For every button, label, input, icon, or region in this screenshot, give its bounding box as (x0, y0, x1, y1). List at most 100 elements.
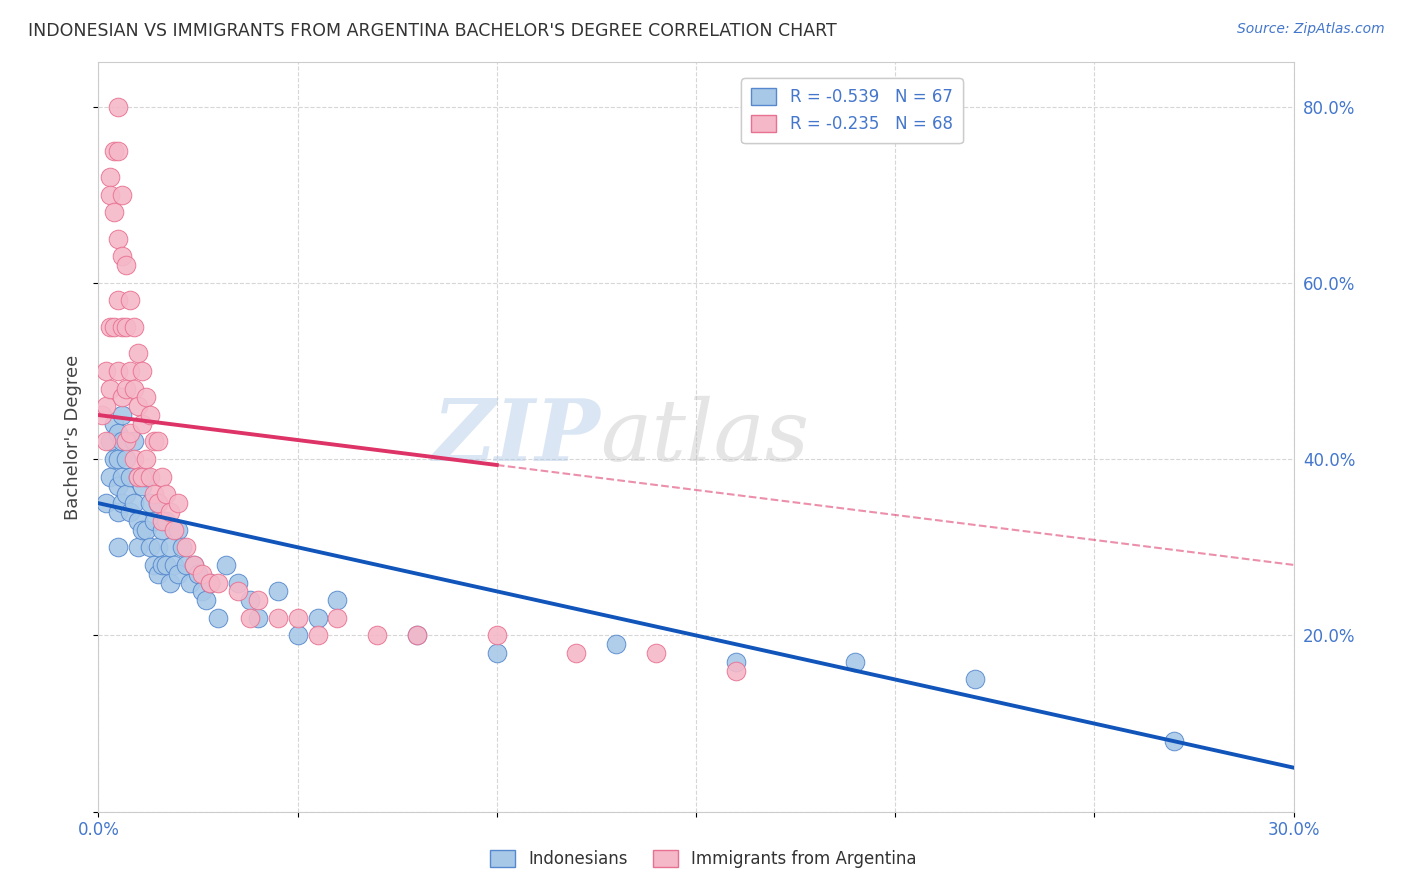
Point (159, 575, 181, 590)
Point (326, 611, 349, 625)
Point (107, 478, 129, 492)
Point (124, 496, 146, 510)
Point (143, 487, 166, 501)
Point (148, 541, 170, 555)
Point (195, 593, 218, 607)
Point (107, 232, 129, 246)
Point (287, 628, 309, 642)
Point (127, 514, 149, 528)
Point (115, 487, 138, 501)
Point (103, 144, 125, 158)
Point (183, 558, 205, 572)
Point (239, 611, 262, 625)
Point (115, 452, 138, 467)
Point (120, 425, 142, 440)
Point (98, 187, 122, 202)
Point (191, 584, 214, 599)
Point (127, 469, 149, 483)
Point (124, 434, 146, 449)
Point (191, 566, 214, 581)
Point (183, 558, 205, 572)
Legend: Indonesians, Immigrants from Argentina: Indonesians, Immigrants from Argentina (484, 843, 922, 875)
Point (167, 496, 190, 510)
Point (724, 655, 747, 669)
Point (143, 514, 166, 528)
Point (226, 584, 249, 599)
Point (267, 611, 290, 625)
Point (167, 566, 190, 581)
Point (963, 673, 986, 687)
Point (198, 575, 221, 590)
Point (148, 434, 170, 449)
Point (120, 469, 142, 483)
Point (724, 664, 747, 678)
Point (127, 346, 149, 360)
Point (115, 319, 138, 334)
Point (246, 593, 269, 607)
Point (139, 408, 162, 422)
Point (150, 523, 173, 537)
Point (1163, 734, 1185, 748)
Point (167, 523, 190, 537)
Point (115, 382, 138, 396)
Point (107, 99, 129, 113)
Point (111, 319, 134, 334)
Point (103, 417, 125, 431)
Point (111, 496, 134, 510)
Point (107, 541, 129, 555)
Point (107, 293, 129, 308)
Point (98, 382, 122, 396)
Point (155, 514, 177, 528)
Point (159, 541, 181, 555)
Text: INDONESIAN VS IMMIGRANTS FROM ARGENTINA BACHELOR'S DEGREE CORRELATION CHART: INDONESIAN VS IMMIGRANTS FROM ARGENTINA … (28, 22, 837, 40)
Point (163, 523, 186, 537)
Point (207, 575, 229, 590)
Point (98, 434, 122, 449)
Point (287, 611, 309, 625)
Point (207, 611, 229, 625)
Point (98, 319, 122, 334)
Point (215, 558, 238, 572)
Point (143, 558, 166, 572)
Point (226, 575, 249, 590)
Point (111, 434, 134, 449)
Point (115, 258, 138, 272)
Point (139, 496, 162, 510)
Point (366, 628, 388, 642)
Point (135, 469, 157, 483)
Point (135, 452, 157, 467)
Point (111, 391, 134, 405)
Point (103, 452, 125, 467)
Point (107, 364, 129, 378)
Point (143, 434, 166, 449)
Point (103, 319, 125, 334)
Point (124, 319, 146, 334)
Legend: R = -0.539   N = 67, R = -0.235   N = 68: R = -0.539 N = 67, R = -0.235 N = 68 (741, 78, 963, 143)
Point (565, 646, 588, 660)
Point (844, 655, 866, 669)
Point (150, 514, 173, 528)
Point (174, 541, 197, 555)
Point (187, 566, 209, 581)
Point (120, 293, 142, 308)
Point (103, 205, 125, 219)
Point (172, 541, 194, 555)
Point (155, 487, 177, 501)
Point (645, 646, 668, 660)
Point (127, 541, 149, 555)
Point (326, 593, 349, 607)
Point (96, 364, 118, 378)
Point (115, 434, 138, 449)
Point (124, 452, 146, 467)
Y-axis label: Bachelor's Degree: Bachelor's Degree (65, 354, 83, 520)
Point (485, 628, 508, 642)
Text: ZIP: ZIP (433, 395, 600, 479)
Point (107, 144, 129, 158)
Point (127, 399, 149, 413)
Point (267, 584, 290, 599)
Text: Source: ZipAtlas.com: Source: ZipAtlas.com (1237, 22, 1385, 37)
Point (174, 558, 197, 572)
Point (148, 496, 170, 510)
Point (485, 646, 508, 660)
Point (179, 575, 201, 590)
